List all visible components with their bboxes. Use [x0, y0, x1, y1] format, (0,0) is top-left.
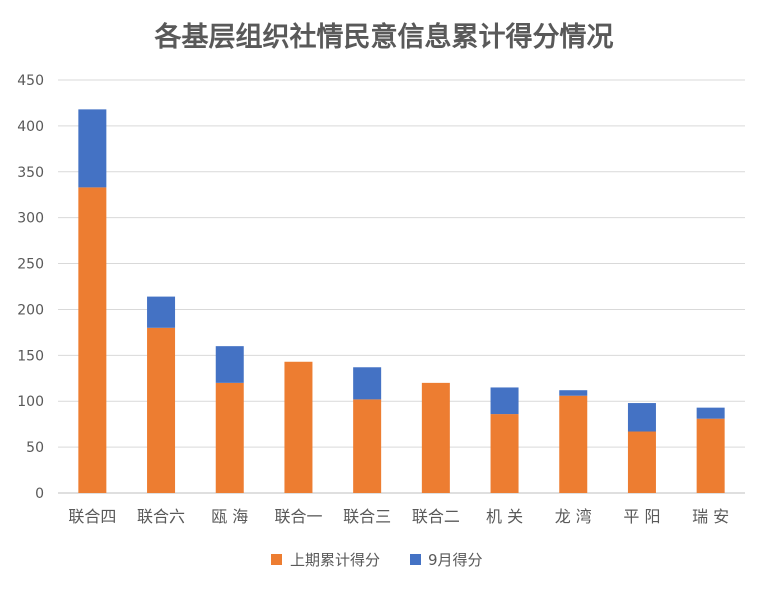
bar-segment-september — [353, 367, 382, 400]
bar-segment-previous — [215, 382, 244, 493]
x-axis-ticks: 联合四 联合六 瓯 海 联合一 联合三 联合二 机 关 龙 湾 平 阳 瑞 安 — [68, 507, 729, 526]
bar-segment-previous — [147, 327, 176, 493]
bar-segment-september — [78, 109, 107, 188]
bar-segment-previous — [353, 399, 382, 493]
y-tick-label: 250 — [17, 257, 44, 273]
chart-title: 各基层组织社情民意信息累计得分情况 — [154, 21, 614, 53]
bar-segment-previous — [78, 187, 107, 493]
legend-swatch — [271, 554, 282, 565]
y-tick-label: 150 — [17, 348, 44, 364]
y-tick-label: 400 — [17, 119, 44, 135]
x-tick-label: 联合三 — [343, 507, 391, 526]
bar-segment-september — [559, 390, 588, 396]
x-tick-label: 机 关 — [486, 507, 523, 526]
legend-swatch — [410, 554, 421, 565]
bar-segment-september — [147, 296, 176, 328]
bar-segment-september — [696, 407, 725, 419]
bar-segment-september — [490, 387, 519, 415]
y-tick-label: 0 — [35, 486, 44, 502]
legend-label: 9月得分 — [428, 551, 483, 569]
bars — [78, 109, 725, 493]
bar-segment-september — [627, 403, 656, 432]
x-tick-label: 联合二 — [412, 507, 460, 526]
y-tick-label: 200 — [17, 302, 44, 318]
bar-segment-previous — [696, 418, 725, 493]
y-tick-label: 100 — [17, 394, 44, 410]
x-tick-label: 联合六 — [137, 507, 185, 526]
x-tick-label: 瑞 安 — [692, 507, 729, 526]
bar-segment-previous — [421, 382, 450, 493]
bar-segment-previous — [627, 431, 656, 493]
y-tick-label: 450 — [17, 73, 44, 89]
bar-segment-previous — [490, 414, 519, 493]
legend-label: 上期累计得分 — [290, 551, 380, 569]
bar-segment-september — [215, 346, 244, 383]
legend: 上期累计得分 9月得分 — [271, 551, 483, 569]
y-tick-label: 50 — [26, 440, 44, 456]
x-tick-label: 联合四 — [68, 507, 116, 526]
bar-segment-previous — [559, 395, 588, 493]
x-tick-label: 平 阳 — [623, 507, 660, 526]
x-tick-label: 联合一 — [274, 507, 322, 526]
x-tick-label: 瓯 海 — [211, 507, 248, 526]
bar-segment-previous — [284, 361, 313, 493]
y-tick-label: 350 — [17, 165, 44, 181]
y-tick-label: 300 — [17, 211, 44, 227]
x-tick-label: 龙 湾 — [555, 507, 592, 526]
y-axis-ticks: 0 50 100 150 200 250 300 350 400 450 — [17, 73, 44, 502]
